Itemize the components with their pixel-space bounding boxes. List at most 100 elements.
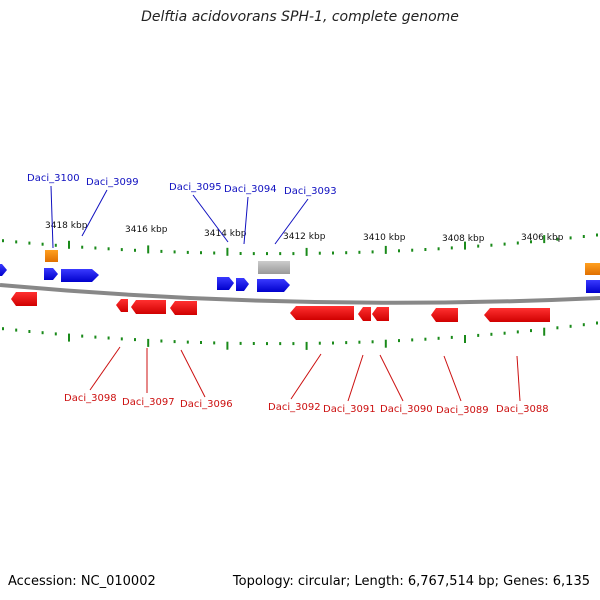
ruler-tick bbox=[464, 335, 466, 343]
ruler-tick bbox=[437, 247, 440, 251]
gene-reverse[interactable] bbox=[116, 299, 128, 312]
gene-label-reverse[interactable]: Daci_3092 bbox=[268, 402, 321, 413]
gene-label-reverse[interactable]: Daci_3097 bbox=[122, 397, 175, 408]
gene-pseudo[interactable] bbox=[258, 261, 290, 274]
ruler-tick bbox=[318, 341, 321, 345]
ruler-tick bbox=[226, 247, 229, 256]
ruler-tick bbox=[477, 333, 480, 337]
ruler-tick bbox=[556, 237, 559, 241]
gene-label-reverse[interactable]: Daci_3091 bbox=[323, 404, 376, 415]
gene-label-forward[interactable]: Daci_3099 bbox=[86, 177, 139, 188]
ruler-label: 3414 kbp bbox=[204, 229, 247, 239]
ruler-tick bbox=[371, 340, 374, 344]
genome-summary-text: Topology: circular; Length: 6,767,514 bp… bbox=[232, 574, 590, 589]
ruler-tick bbox=[490, 332, 493, 336]
ruler-tick bbox=[424, 337, 427, 341]
ruler-tick bbox=[2, 327, 4, 331]
ruler-ticks-outer bbox=[2, 233, 598, 256]
ruler-tick bbox=[543, 327, 546, 336]
ruler-tick bbox=[160, 339, 163, 343]
gene-label-reverse[interactable]: Daci_3090 bbox=[380, 404, 433, 415]
ruler-tick bbox=[516, 241, 519, 245]
ruler-tick bbox=[543, 235, 546, 244]
ruler-tick bbox=[2, 239, 4, 243]
gene-label-reverse[interactable]: Daci_3098 bbox=[64, 393, 117, 404]
gene-forward[interactable] bbox=[0, 264, 7, 276]
gene-label-reverse[interactable]: Daci_3096 bbox=[180, 399, 233, 410]
gene-reverse[interactable] bbox=[170, 301, 197, 315]
ruler-tick bbox=[569, 324, 572, 328]
ruler-label: 3412 kbp bbox=[283, 232, 326, 242]
ruler-tick bbox=[41, 331, 44, 335]
ruler-tick bbox=[332, 251, 334, 255]
ruler-tick bbox=[54, 243, 57, 247]
ruler-tick bbox=[596, 233, 598, 237]
genome-title: Delftia acidovorans SPH-1, complete geno… bbox=[141, 9, 459, 25]
ruler-tick bbox=[81, 334, 84, 338]
ruler-tick bbox=[582, 235, 585, 238]
ruler-tick bbox=[134, 338, 136, 342]
gene-reverse[interactable] bbox=[290, 306, 354, 320]
ruler-tick bbox=[411, 248, 414, 252]
gene-forward[interactable] bbox=[257, 279, 290, 292]
ruler-tick bbox=[94, 335, 97, 339]
ruler-tick bbox=[173, 340, 176, 344]
ruler-tick bbox=[15, 240, 18, 244]
gene-rna[interactable] bbox=[585, 263, 600, 275]
ruler-label: 3418 kbp bbox=[45, 221, 88, 231]
gene-label-forward[interactable]: Daci_3094 bbox=[224, 184, 277, 195]
ruler-tick bbox=[582, 323, 585, 327]
gene-label-forward[interactable]: Daci_3093 bbox=[284, 186, 337, 197]
gene-label-reverse[interactable]: Daci_3088 bbox=[496, 404, 549, 415]
ruler-tick bbox=[345, 251, 348, 255]
ruler-tick bbox=[516, 330, 519, 334]
ruler-tick bbox=[239, 252, 242, 255]
ruler-tick bbox=[503, 331, 506, 335]
ruler-tick bbox=[68, 240, 70, 249]
ruler-tick bbox=[81, 245, 84, 249]
gene-rna[interactable] bbox=[45, 250, 58, 262]
ruler-tick bbox=[107, 336, 110, 340]
ruler-tick bbox=[556, 326, 559, 330]
ruler-tick bbox=[107, 247, 110, 251]
ruler-tick bbox=[68, 333, 70, 342]
ruler-tick bbox=[28, 330, 31, 333]
ruler-tick bbox=[147, 338, 150, 347]
ruler-tick bbox=[345, 341, 348, 345]
ruler-tick bbox=[41, 242, 44, 246]
gene-forward[interactable] bbox=[236, 278, 249, 291]
gene-forward[interactable] bbox=[61, 269, 99, 282]
gene-forward[interactable] bbox=[586, 280, 600, 293]
genome-backbone bbox=[0, 283, 600, 305]
gene-reverse[interactable] bbox=[372, 307, 389, 321]
ruler-tick bbox=[292, 252, 295, 256]
ruler-tick bbox=[398, 339, 400, 343]
gene-forward[interactable] bbox=[217, 277, 234, 290]
gene-reverse[interactable] bbox=[431, 308, 458, 322]
gene-label-forward[interactable]: Daci_3095 bbox=[169, 182, 222, 193]
forward-gene-labels: Daci_3100 Daci_3099 Daci_3095 Daci_3094 … bbox=[27, 173, 337, 197]
ruler-tick bbox=[120, 248, 123, 252]
ruler-labels: 3418 kbp 3416 kbp 3414 kbp 3412 kbp 3410… bbox=[45, 221, 564, 244]
gene-reverse[interactable] bbox=[131, 300, 166, 314]
gene-reverse[interactable] bbox=[484, 308, 550, 322]
gene-reverse[interactable] bbox=[358, 307, 371, 321]
forward-leaders bbox=[50, 185, 309, 249]
ruler-tick bbox=[173, 250, 176, 254]
ruler-tick bbox=[226, 341, 229, 350]
ruler-label: 3416 kbp bbox=[125, 225, 168, 235]
ruler-tick bbox=[411, 338, 414, 342]
gene-label-forward[interactable]: Daci_3100 bbox=[27, 173, 80, 184]
ruler-tick bbox=[530, 329, 532, 333]
gene-reverse[interactable] bbox=[11, 292, 37, 306]
ruler-tick bbox=[213, 251, 216, 255]
ruler-tick bbox=[147, 245, 150, 254]
gene-label-reverse[interactable]: Daci_3089 bbox=[436, 405, 489, 416]
ruler-tick bbox=[358, 250, 361, 254]
ruler-tick bbox=[292, 342, 295, 346]
ruler-tick bbox=[530, 240, 532, 244]
gene-forward[interactable] bbox=[44, 268, 58, 280]
ruler-tick bbox=[120, 337, 123, 341]
